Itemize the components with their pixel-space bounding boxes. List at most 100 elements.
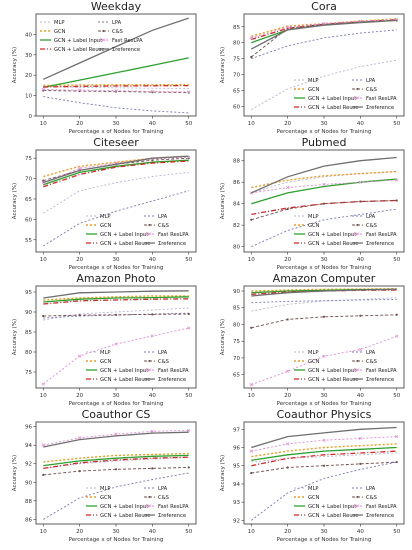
y-tick-label: 93 <box>233 500 240 506</box>
x-axis-label: Percentage x of Nodes for Training <box>277 537 372 543</box>
legend-label-ours: Σreference <box>366 105 394 111</box>
series-point-cs <box>322 315 326 318</box>
series-point-fast <box>41 87 45 92</box>
series-point-cs <box>42 473 45 476</box>
series-line-ours <box>43 290 189 299</box>
chart-title: Cora <box>311 0 337 13</box>
series-line-cs <box>251 19 397 58</box>
x-tick-label: 30 <box>321 529 328 535</box>
series-line-ours <box>251 156 397 194</box>
series-point-cs <box>78 314 81 317</box>
series-line-ours <box>251 288 397 297</box>
series-point-cs <box>359 200 362 203</box>
series-point-cs <box>42 179 45 182</box>
series-line-ours <box>43 431 189 448</box>
y-tick-label: 90 <box>25 310 32 316</box>
legend-label-gcn_lr: GCN + Label Reuse <box>100 377 151 383</box>
series-line-gcn <box>251 170 397 189</box>
chart-panel-3: Citeseer 10 20 30 40 50 55 60 65 70 75 Percentage x… <box>12 136 197 271</box>
chart-legend: MLP GCN GCN + Label Input GCN + Label Reuse… <box>294 214 397 247</box>
legend-label-gcn_lr: GCN + Label Reuse <box>308 105 359 111</box>
series-point-fast <box>150 429 155 433</box>
y-tick-label: 86 <box>233 180 240 186</box>
chart-panel-6: Amazon Computer 10 20 30 40 50 65 70 75 80 85 90 Per… <box>220 272 405 407</box>
legend-label-cs: C&S <box>366 87 377 93</box>
series-line-ours <box>43 155 189 184</box>
legend-label-fast: Fast ResLPA <box>366 232 397 238</box>
legend-marker-cs <box>356 495 359 499</box>
x-tick-label: 20 <box>284 393 291 399</box>
legend-label-gcn: GCN <box>308 87 320 93</box>
series-line-gcn_li <box>251 446 397 461</box>
series-line-cs <box>251 200 397 221</box>
y-axis-label: Accuracy (%) <box>220 47 226 83</box>
series-line-cs <box>251 461 397 474</box>
legend-label-mlp: MLP <box>100 350 111 356</box>
y-axis-label: Accuracy (%) <box>220 183 226 219</box>
legend-label-gcn: GCN <box>100 495 112 501</box>
y-tick-label: 80 <box>233 41 240 47</box>
x-tick-label: 50 <box>393 121 400 127</box>
legend-label-gcn_li: GCN + Label Input <box>308 368 356 374</box>
legend-marker-fast <box>101 38 106 42</box>
series-point-cs <box>250 55 253 59</box>
legend-marker-fast <box>355 368 360 372</box>
series-line-gcn_lr <box>43 160 189 188</box>
chart-legend: MLP GCN GCN + Label Input GCN + Label Reuse… <box>294 486 397 519</box>
series-line-lpa <box>43 472 189 520</box>
y-tick-label: 70 <box>233 73 240 79</box>
series-point-fast <box>285 185 290 190</box>
x-tick-label: 50 <box>393 529 400 535</box>
series-point-fast <box>285 369 290 373</box>
legend-label-lpa: LPA <box>366 78 376 84</box>
y-tick-label: 95 <box>25 290 32 296</box>
x-tick-label: 30 <box>113 121 120 127</box>
y-tick-label: 85 <box>25 330 32 336</box>
legend-label-fast: Fast ResLPA <box>112 38 143 44</box>
series-line-ours <box>251 426 397 449</box>
series-line-mlp <box>251 297 397 312</box>
legend-label-lpa: LPA <box>158 350 168 356</box>
y-tick-label: 60 <box>233 104 240 110</box>
chart-panel-7: Coauthor CS 10 20 30 40 50 86 88 90 92 94 96 Percent… <box>12 408 197 543</box>
series-line-mlp <box>43 307 189 321</box>
series-line-gcn_li <box>43 296 189 303</box>
legend-label-gcn_li: GCN + Label Input <box>308 96 356 102</box>
x-tick-label: 30 <box>113 393 120 399</box>
series-point-cs <box>187 466 190 469</box>
chart-panel-2: Cora 10 20 30 40 50 60 65 70 75 80 85 Percentage x o… <box>220 0 405 135</box>
legend-marker-fast <box>355 504 360 508</box>
legend-label-mlp: MLP <box>308 214 319 220</box>
legend-label-gcn_lr: GCN + Label Reuse <box>54 47 105 53</box>
series-point-fast <box>77 88 82 92</box>
series-point-cs <box>187 312 190 316</box>
legend-label-cs: C&S <box>158 223 169 229</box>
series-point-fast <box>41 443 45 447</box>
legend-label-lpa: LPA <box>366 486 376 492</box>
series-line-gcn_lr <box>251 19 397 41</box>
series-point-fast <box>187 326 191 330</box>
legend-label-ours: Σreference <box>366 241 394 247</box>
y-tick-label: 92 <box>25 462 32 468</box>
chart-legend: MLP GCN GCN + Label Input GCN + Label Reuse… <box>86 214 189 247</box>
series-line-gcn_li <box>43 454 189 467</box>
series-line-gcn <box>43 155 189 178</box>
series-point-cs <box>151 313 154 316</box>
x-axis-label: Percentage x of Nodes for Training <box>277 401 372 407</box>
x-tick-label: 30 <box>321 121 328 127</box>
legend-label-lpa: LPA <box>158 486 168 492</box>
x-tick-label: 20 <box>284 121 291 127</box>
legend-label-gcn_lr: GCN + Label Reuse <box>308 377 359 383</box>
legend-marker-cs <box>148 359 151 363</box>
x-tick-label: 20 <box>76 257 83 263</box>
legend-label-mlp: MLP <box>308 350 319 356</box>
x-tick-label: 10 <box>40 529 47 535</box>
legend-label-fast: Fast ResLPA <box>158 368 189 374</box>
series-point-cs <box>395 199 398 202</box>
series-point-fast <box>285 442 290 446</box>
x-tick-label: 50 <box>185 529 192 535</box>
series-line-mlp <box>251 452 397 463</box>
legend-label-fast: Fast ResLPA <box>158 504 189 510</box>
series-point-fast <box>395 178 399 182</box>
x-tick-label: 10 <box>248 393 255 399</box>
